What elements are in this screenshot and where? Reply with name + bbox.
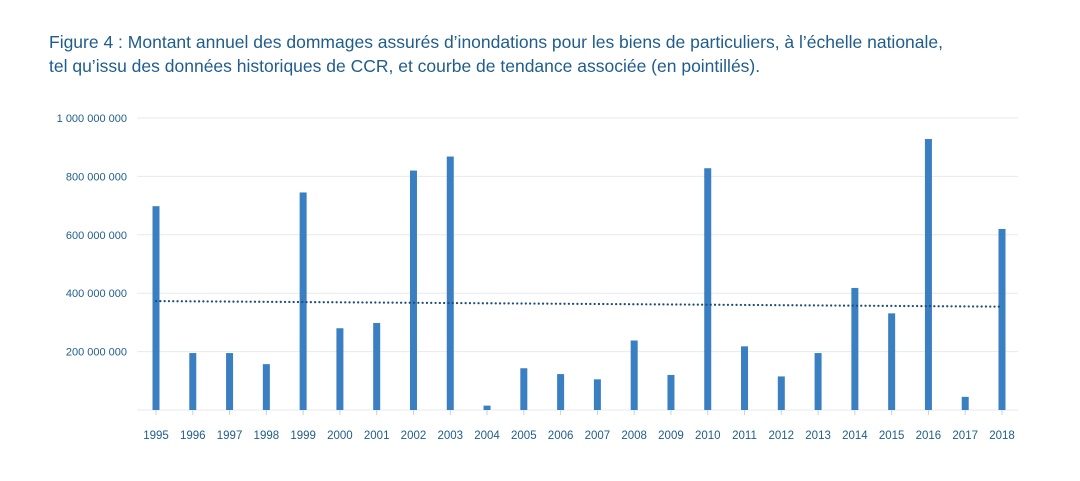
x-tick-label: 2002 (401, 430, 427, 442)
x-tick-label: 2000 (327, 430, 353, 442)
chart-title-line-1: Figure 4 : Montant annuel des dommages a… (49, 32, 944, 52)
x-tick-label: 2014 (842, 430, 868, 442)
bar-2017 (961, 396, 969, 410)
x-tick-label: 2009 (658, 430, 684, 442)
bar-2012 (777, 376, 785, 410)
bar-2008 (630, 340, 638, 410)
bar-2007 (593, 379, 601, 410)
bar-1998 (262, 364, 270, 410)
x-tick-label: 2005 (511, 430, 537, 442)
x-tick-label: 1999 (290, 430, 316, 442)
bar-2009 (667, 374, 675, 410)
gridlines (137, 117, 1018, 411)
chart-title: Figure 4 : Montant annuel des dommages a… (49, 30, 1059, 78)
x-tick-label: 2011 (732, 430, 757, 442)
x-tick-label: 2018 (989, 430, 1015, 442)
bar-1999 (299, 192, 307, 410)
x-tick-label: 2007 (585, 430, 611, 442)
x-tick-label: 1995 (143, 430, 169, 442)
y-tick-label: 800 000 000 (66, 171, 127, 183)
bar-2005 (520, 368, 528, 410)
bar-2010 (704, 168, 712, 410)
bar-1997 (226, 353, 234, 410)
y-axis: 200 000 000 400 000 000 600 000 000 800 000… (57, 113, 127, 359)
x-tick-label: 1996 (180, 430, 206, 442)
y-tick-label: 200 000 000 (66, 347, 127, 359)
bar-2013 (814, 353, 822, 410)
bar-series (152, 139, 1006, 411)
x-tick-label: 2016 (916, 430, 942, 442)
y-tick-label: 600 000 000 (66, 230, 127, 242)
x-tick-label: 2012 (769, 430, 795, 442)
bar-2011 (741, 346, 749, 410)
bar-2016 (924, 139, 932, 411)
bar-2000 (336, 328, 344, 410)
trend-line (154, 299, 1004, 308)
x-tick-label: 2015 (879, 430, 905, 442)
trend-line-dotted (154, 299, 1004, 308)
bar-2003 (446, 156, 454, 410)
x-tick-label: 2001 (364, 430, 390, 442)
y-tick-label: 1 000 000 000 (57, 113, 127, 125)
x-tick-label: 2008 (621, 430, 647, 442)
bar-2004 (483, 405, 491, 410)
x-tick-label: 2003 (437, 430, 463, 442)
bar-2015 (888, 313, 896, 410)
y-tick-label: 400 000 000 (66, 288, 127, 300)
x-tick-label: 1997 (217, 430, 243, 442)
bar-1995 (152, 206, 160, 410)
x-tick-label: 2004 (474, 430, 500, 442)
x-tick-label: 2017 (952, 430, 978, 442)
bar-2002 (409, 170, 417, 410)
x-tick-label: 2006 (548, 430, 574, 442)
x-tick-label: 2013 (805, 430, 831, 442)
x-axis: 1995 1996 1997 1998 1999 2000 2001 2002 2003 2004… (143, 410, 1015, 442)
bar-2018 (998, 228, 1006, 410)
bar-2001 (373, 322, 381, 410)
bar-2014 (851, 287, 859, 410)
bar-2006 (557, 374, 565, 410)
chart-title-line-2: tel qu’issu des données historiques de C… (49, 56, 761, 76)
x-tick-label: 1998 (254, 430, 280, 442)
bar-1996 (189, 353, 197, 410)
x-tick-label: 2010 (695, 430, 721, 442)
